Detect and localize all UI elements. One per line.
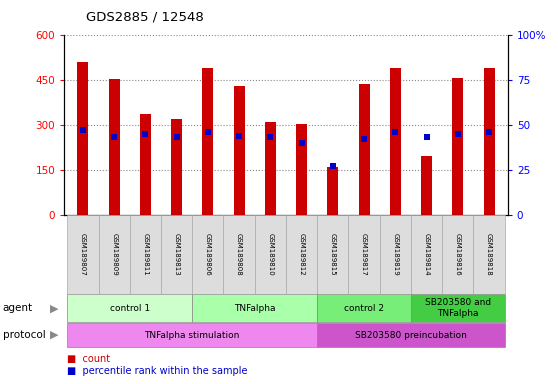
Text: SB203580 and
TNFalpha: SB203580 and TNFalpha xyxy=(425,298,491,318)
Bar xyxy=(234,86,244,215)
Bar xyxy=(109,79,119,215)
FancyBboxPatch shape xyxy=(130,215,161,294)
Text: SB203580 preincubation: SB203580 preincubation xyxy=(355,331,467,339)
Point xyxy=(110,134,119,141)
Text: control 1: control 1 xyxy=(110,304,150,313)
FancyBboxPatch shape xyxy=(317,215,348,294)
Bar xyxy=(390,68,401,215)
Text: GSM189810: GSM189810 xyxy=(267,233,273,276)
FancyBboxPatch shape xyxy=(68,215,99,294)
Point xyxy=(453,131,462,137)
FancyBboxPatch shape xyxy=(224,215,255,294)
FancyBboxPatch shape xyxy=(348,215,379,294)
Text: GSM189808: GSM189808 xyxy=(236,233,242,276)
Text: ■  count: ■ count xyxy=(67,354,110,364)
Text: GSM189812: GSM189812 xyxy=(299,233,305,276)
FancyBboxPatch shape xyxy=(317,295,411,322)
Text: agent: agent xyxy=(3,303,33,313)
Text: GDS2885 / 12548: GDS2885 / 12548 xyxy=(86,10,204,23)
Text: GSM189811: GSM189811 xyxy=(142,233,148,276)
Text: ▶: ▶ xyxy=(50,330,59,340)
Bar xyxy=(265,122,276,215)
FancyBboxPatch shape xyxy=(68,295,193,322)
Bar xyxy=(421,156,432,215)
Bar xyxy=(203,68,213,215)
FancyBboxPatch shape xyxy=(255,215,286,294)
Text: GSM189817: GSM189817 xyxy=(361,233,367,276)
Point xyxy=(172,134,181,141)
Point xyxy=(359,136,368,142)
Point xyxy=(422,134,431,141)
FancyBboxPatch shape xyxy=(379,215,411,294)
FancyBboxPatch shape xyxy=(193,215,224,294)
Point xyxy=(391,129,400,135)
FancyBboxPatch shape xyxy=(286,215,317,294)
FancyBboxPatch shape xyxy=(442,215,473,294)
Text: GSM189816: GSM189816 xyxy=(455,233,461,276)
Bar xyxy=(328,167,338,215)
Text: GSM189813: GSM189813 xyxy=(174,233,180,276)
Bar xyxy=(78,62,88,215)
FancyBboxPatch shape xyxy=(411,295,504,322)
Text: GSM189814: GSM189814 xyxy=(424,233,430,276)
Point xyxy=(235,132,244,139)
Point xyxy=(484,129,493,135)
FancyBboxPatch shape xyxy=(473,215,504,294)
Bar xyxy=(296,124,307,215)
FancyBboxPatch shape xyxy=(99,215,130,294)
Text: control 2: control 2 xyxy=(344,304,384,313)
FancyBboxPatch shape xyxy=(68,323,317,347)
FancyBboxPatch shape xyxy=(317,323,504,347)
Bar xyxy=(140,114,151,215)
Text: GSM189809: GSM189809 xyxy=(111,233,117,276)
Text: GSM189806: GSM189806 xyxy=(205,233,211,276)
FancyBboxPatch shape xyxy=(411,215,442,294)
Text: ■  percentile rank within the sample: ■ percentile rank within the sample xyxy=(67,366,247,376)
Point xyxy=(141,131,150,137)
Text: GSM189807: GSM189807 xyxy=(80,233,86,276)
Point xyxy=(266,134,275,141)
Text: TNFalpha stimulation: TNFalpha stimulation xyxy=(145,331,240,339)
Text: GSM189815: GSM189815 xyxy=(330,233,336,276)
Bar xyxy=(453,78,463,215)
Text: TNFalpha: TNFalpha xyxy=(234,304,276,313)
Point xyxy=(79,127,88,133)
Bar xyxy=(484,68,494,215)
Bar xyxy=(359,84,369,215)
Text: ▶: ▶ xyxy=(50,303,59,313)
Point xyxy=(204,129,213,135)
Point xyxy=(328,163,337,169)
FancyBboxPatch shape xyxy=(193,295,317,322)
Text: GSM189819: GSM189819 xyxy=(392,233,398,276)
FancyBboxPatch shape xyxy=(161,215,193,294)
Point xyxy=(297,140,306,146)
Text: protocol: protocol xyxy=(3,330,46,340)
Bar xyxy=(171,119,182,215)
Text: GSM189818: GSM189818 xyxy=(486,233,492,276)
